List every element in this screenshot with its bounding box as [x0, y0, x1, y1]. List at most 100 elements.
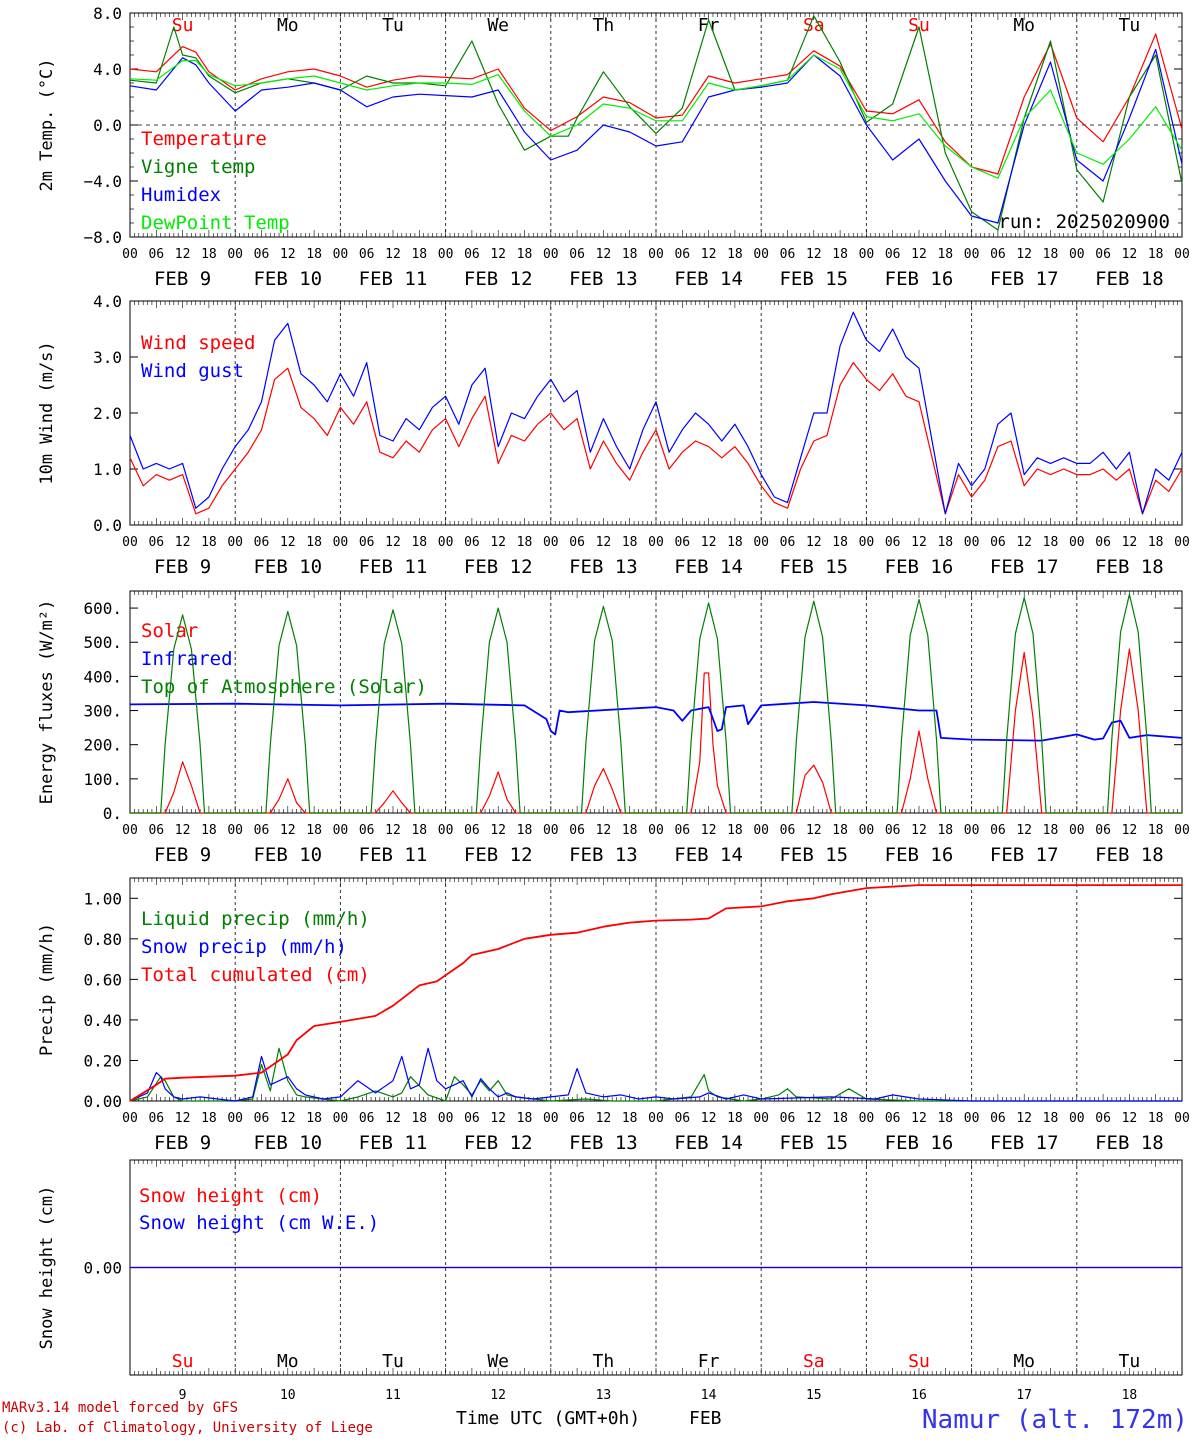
x-hour-label: 00 — [859, 247, 875, 262]
y-tick-label: 200. — [83, 736, 122, 755]
panel-3: 0. 100. 200. 300. 400. 500. 600. Energy fluxes … — [37, 590, 1190, 866]
day-number-label: 11 — [385, 1388, 401, 1403]
x-hour-label: 12 — [911, 1111, 927, 1126]
weekday-label: Mo — [1013, 1351, 1035, 1372]
y-tick-label: 4.0 — [93, 292, 122, 311]
x-hour-label: 00 — [438, 247, 454, 262]
legend-entry: Temperature — [141, 128, 267, 150]
y-tick-label: 0.00 — [83, 1259, 122, 1278]
x-hour-label: 00 — [122, 1111, 138, 1126]
x-hour-label: 00 — [753, 1111, 769, 1126]
legend-entry: Vigne temp — [141, 156, 255, 178]
x-hour-label: 12 — [1122, 535, 1138, 550]
x-hour-label: 06 — [569, 823, 585, 838]
x-hour-label: 06 — [464, 1111, 480, 1126]
x-hour-label: 06 — [254, 1111, 270, 1126]
x-hour-label: 18 — [622, 535, 638, 550]
x-hour-label: 00 — [122, 535, 138, 550]
x-hour-label: 00 — [438, 823, 454, 838]
x-hour-label: 06 — [780, 823, 796, 838]
weekday-label: We — [487, 15, 509, 36]
x-hour-label: 18 — [832, 1111, 848, 1126]
x-date-label: FEB 13 — [569, 844, 638, 866]
y-tick-label: 600. — [83, 599, 122, 618]
series-line-snow-precip-mm-h- — [129, 1047, 1182, 1102]
x-date-label: FEB 18 — [1095, 268, 1164, 290]
x-hour-label: 00 — [964, 1111, 980, 1126]
x-hour-label: 00 — [648, 247, 664, 262]
x-hour-label: 12 — [701, 535, 717, 550]
x-hour-label: 12 — [490, 247, 506, 262]
x-hour-label: 12 — [596, 823, 612, 838]
x-hour-label: 12 — [280, 535, 296, 550]
x-hour-label: 18 — [411, 247, 427, 262]
x-hour-label: 18 — [1043, 535, 1059, 550]
x-date-label: FEB 10 — [253, 556, 322, 578]
x-date-label: FEB 13 — [569, 1132, 638, 1154]
weekday-label: Su — [172, 15, 194, 36]
x-hour-label: 18 — [306, 535, 322, 550]
x-hour-label: 00 — [648, 535, 664, 550]
x-hour-label: 18 — [306, 1111, 322, 1126]
x-hour-label: 00 — [543, 535, 559, 550]
x-date-label: FEB 11 — [359, 268, 428, 290]
x-hour-label: 12 — [911, 247, 927, 262]
x-hour-label: 18 — [622, 823, 638, 838]
x-hour-label: 18 — [727, 1111, 743, 1126]
x-hour-label: 12 — [175, 823, 191, 838]
x-hour-label: 06 — [569, 535, 585, 550]
x-hour-label: 00 — [1174, 1111, 1190, 1126]
x-hour-label: 00 — [648, 1111, 664, 1126]
x-hour-label: 06 — [885, 247, 901, 262]
x-hour-label: 12 — [385, 1111, 401, 1126]
x-hour-label: 00 — [1069, 535, 1085, 550]
x-hour-label: 00 — [333, 535, 349, 550]
legend-entry: Infrared — [141, 648, 233, 670]
x-hour-label: 06 — [359, 247, 375, 262]
x-hour-label: 12 — [490, 823, 506, 838]
x-hour-label: 06 — [885, 823, 901, 838]
x-axis-month: FEB — [689, 1408, 722, 1429]
legend-entry: DewPoint Temp — [141, 212, 290, 234]
credit-line-1: MARv3.14 model forced by GFS — [2, 1400, 238, 1416]
x-hour-label: 00 — [543, 1111, 559, 1126]
x-hour-label: 06 — [1095, 535, 1111, 550]
y-tick-label: −4.0 — [83, 172, 122, 191]
legend-entry: Snow precip (mm/h) — [141, 936, 347, 958]
x-date-label: FEB 18 — [1095, 844, 1164, 866]
y-axis-title: Snow height (cm) — [37, 1186, 57, 1350]
x-hour-label: 06 — [1095, 823, 1111, 838]
x-date-label: FEB 14 — [674, 1132, 743, 1154]
x-date-label: FEB 15 — [779, 1132, 848, 1154]
x-date-label: FEB 12 — [464, 556, 533, 578]
x-hour-label: 06 — [674, 823, 690, 838]
x-hour-label: 12 — [175, 1111, 191, 1126]
weekday-label: We — [487, 1351, 509, 1372]
x-hour-label: 06 — [674, 247, 690, 262]
panel-5: 0.00 Snow height (cm) Su 9 Mo 10 Tu 11 We 12 Th 13 F… — [37, 1159, 1183, 1403]
x-hour-label: 06 — [780, 247, 796, 262]
x-hour-label: 18 — [937, 535, 953, 550]
x-hour-label: 12 — [701, 247, 717, 262]
x-hour-label: 06 — [990, 535, 1006, 550]
x-hour-label: 12 — [596, 247, 612, 262]
legend-entry: Top of Atmosphere (Solar) — [141, 676, 427, 698]
y-tick-label: 0.80 — [83, 930, 122, 949]
x-hour-label: 06 — [1095, 1111, 1111, 1126]
x-date-label: FEB 15 — [779, 556, 848, 578]
x-hour-label: 00 — [964, 247, 980, 262]
x-hour-label: 12 — [385, 247, 401, 262]
series-line-wind-gust — [129, 311, 1183, 515]
x-hour-label: 12 — [701, 823, 717, 838]
x-hour-label: 18 — [1148, 1111, 1164, 1126]
x-hour-label: 06 — [359, 535, 375, 550]
panel-2: 0.0 1.0 2.0 3.0 4.0 10m Wind (m/s) 00 06 12 18 FEB… — [37, 292, 1190, 578]
x-hour-label: 18 — [1043, 1111, 1059, 1126]
x-hour-label: 06 — [990, 823, 1006, 838]
series-line-total-cumulated-cm- — [129, 884, 1182, 1102]
y-tick-label: 1.00 — [83, 889, 122, 908]
y-tick-label: 0.00 — [83, 1092, 122, 1111]
day-number-label: 14 — [701, 1388, 717, 1403]
x-date-label: FEB 15 — [779, 268, 848, 290]
weekday-label: Mo — [277, 15, 299, 36]
